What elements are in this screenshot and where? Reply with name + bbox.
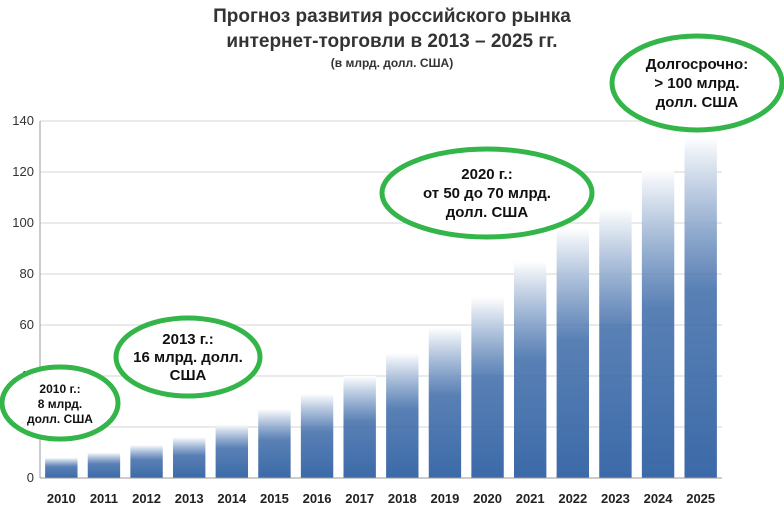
callout-text: 2013 г.: (162, 331, 213, 348)
bars (45, 136, 717, 479)
bar-fill (258, 409, 291, 478)
bar-2018 (386, 353, 419, 478)
x-tick-label: 2019 (430, 491, 459, 506)
callout-text: долл. США (27, 412, 93, 426)
callout-2020: 2020 г.: от 50 до 70 млрд. долл. США (379, 146, 595, 240)
bar-2019 (428, 327, 462, 478)
bar-2014 (215, 424, 249, 478)
y-tick-label: 80 (20, 266, 34, 281)
callout-text: Долгосрочно: (646, 56, 748, 73)
x-tick-label: 2021 (516, 491, 545, 506)
bar-fill (300, 393, 334, 478)
x-tick-label: 2010 (47, 491, 76, 506)
callout-text: долл. США (446, 204, 529, 221)
bar-fill (428, 327, 462, 478)
x-tick-label: 2016 (303, 491, 332, 506)
x-tick-label: 2025 (686, 491, 715, 506)
x-tick-label: 2014 (217, 491, 247, 506)
bar-fill (45, 457, 78, 478)
bar-2024 (641, 169, 675, 478)
callout-2025: Долгосрочно: > 100 млрд. долл. США (609, 33, 784, 133)
bar-fill (386, 353, 419, 478)
bar-fill (343, 376, 376, 478)
y-tick-label: 0 (27, 470, 34, 485)
chart-units-label: (в млрд. долл. США) (330, 56, 454, 70)
callout-2010: 2010 г.:8 млрд.долл. США (0, 364, 121, 442)
x-tick-label: 2011 (90, 491, 118, 506)
x-tick-label: 2022 (558, 491, 587, 506)
callout-2013: 2013 г.:16 млрд. долл.США (113, 315, 263, 399)
callout-text: > 100 млрд. (654, 75, 739, 92)
bar-2015 (258, 409, 291, 478)
callout-text: 8 млрд. (38, 397, 83, 411)
y-tick-label: 100 (12, 215, 34, 230)
bar-2011 (87, 452, 121, 478)
y-tick-label: 60 (20, 317, 34, 332)
bar-2025 (684, 136, 717, 479)
bar-fill (599, 207, 632, 478)
bar-fill (556, 228, 590, 478)
x-tick-label: 2018 (388, 491, 417, 506)
bar-fill (87, 452, 121, 478)
y-tick-label: 120 (12, 164, 34, 179)
callout-ellipse (113, 315, 263, 399)
callout-text: США (170, 367, 207, 384)
chart-title-line-2: интернет-торговли в 2013 – 2025 гг. (226, 31, 558, 52)
callout-text: от 50 до 70 млрд. (423, 185, 551, 202)
bar-2010 (45, 457, 78, 478)
callout-ellipse (0, 364, 121, 442)
bar-2021 (513, 261, 547, 478)
x-tick-label: 2020 (473, 491, 502, 506)
chart-title-line-1: Прогноз развития российского рынка (213, 6, 571, 27)
callout-text: 16 млрд. долл. (133, 349, 243, 366)
bar-2022 (556, 228, 590, 478)
x-axis: 2010 2011 2012 2013 2014 2015 2016 2017 2018 2019… (40, 477, 722, 506)
callout-ellipse (379, 146, 595, 240)
bar-fill (684, 136, 717, 479)
bar-2013 (172, 437, 206, 478)
x-tick-label: 2012 (132, 491, 161, 506)
bar-2016 (300, 393, 334, 478)
chart-title-block: Прогноз развития российского рынка интер… (0, 4, 784, 72)
x-tick-label: 2023 (601, 491, 630, 506)
bar-2012 (130, 444, 163, 478)
x-tick-label: 2024 (644, 491, 674, 506)
callout-text: долл. США (656, 94, 739, 111)
bar-2020 (471, 296, 504, 478)
bar-2017 (343, 376, 376, 478)
bar-fill (215, 424, 249, 478)
y-tick-label: 140 (12, 113, 34, 128)
bar-fill (130, 444, 163, 478)
x-tick-label: 2017 (345, 491, 374, 506)
x-tick-label: 2015 (260, 491, 289, 506)
bar-fill (172, 437, 206, 478)
bar-fill (471, 296, 504, 478)
bar-fill (641, 169, 675, 478)
callout-text: 2020 г.: (461, 166, 512, 183)
bar-2023 (599, 207, 632, 478)
x-tick-label: 2013 (175, 491, 204, 506)
bar-fill (513, 261, 547, 478)
callout-text: 2010 г.: (39, 382, 80, 396)
callout-ellipse (609, 33, 784, 133)
